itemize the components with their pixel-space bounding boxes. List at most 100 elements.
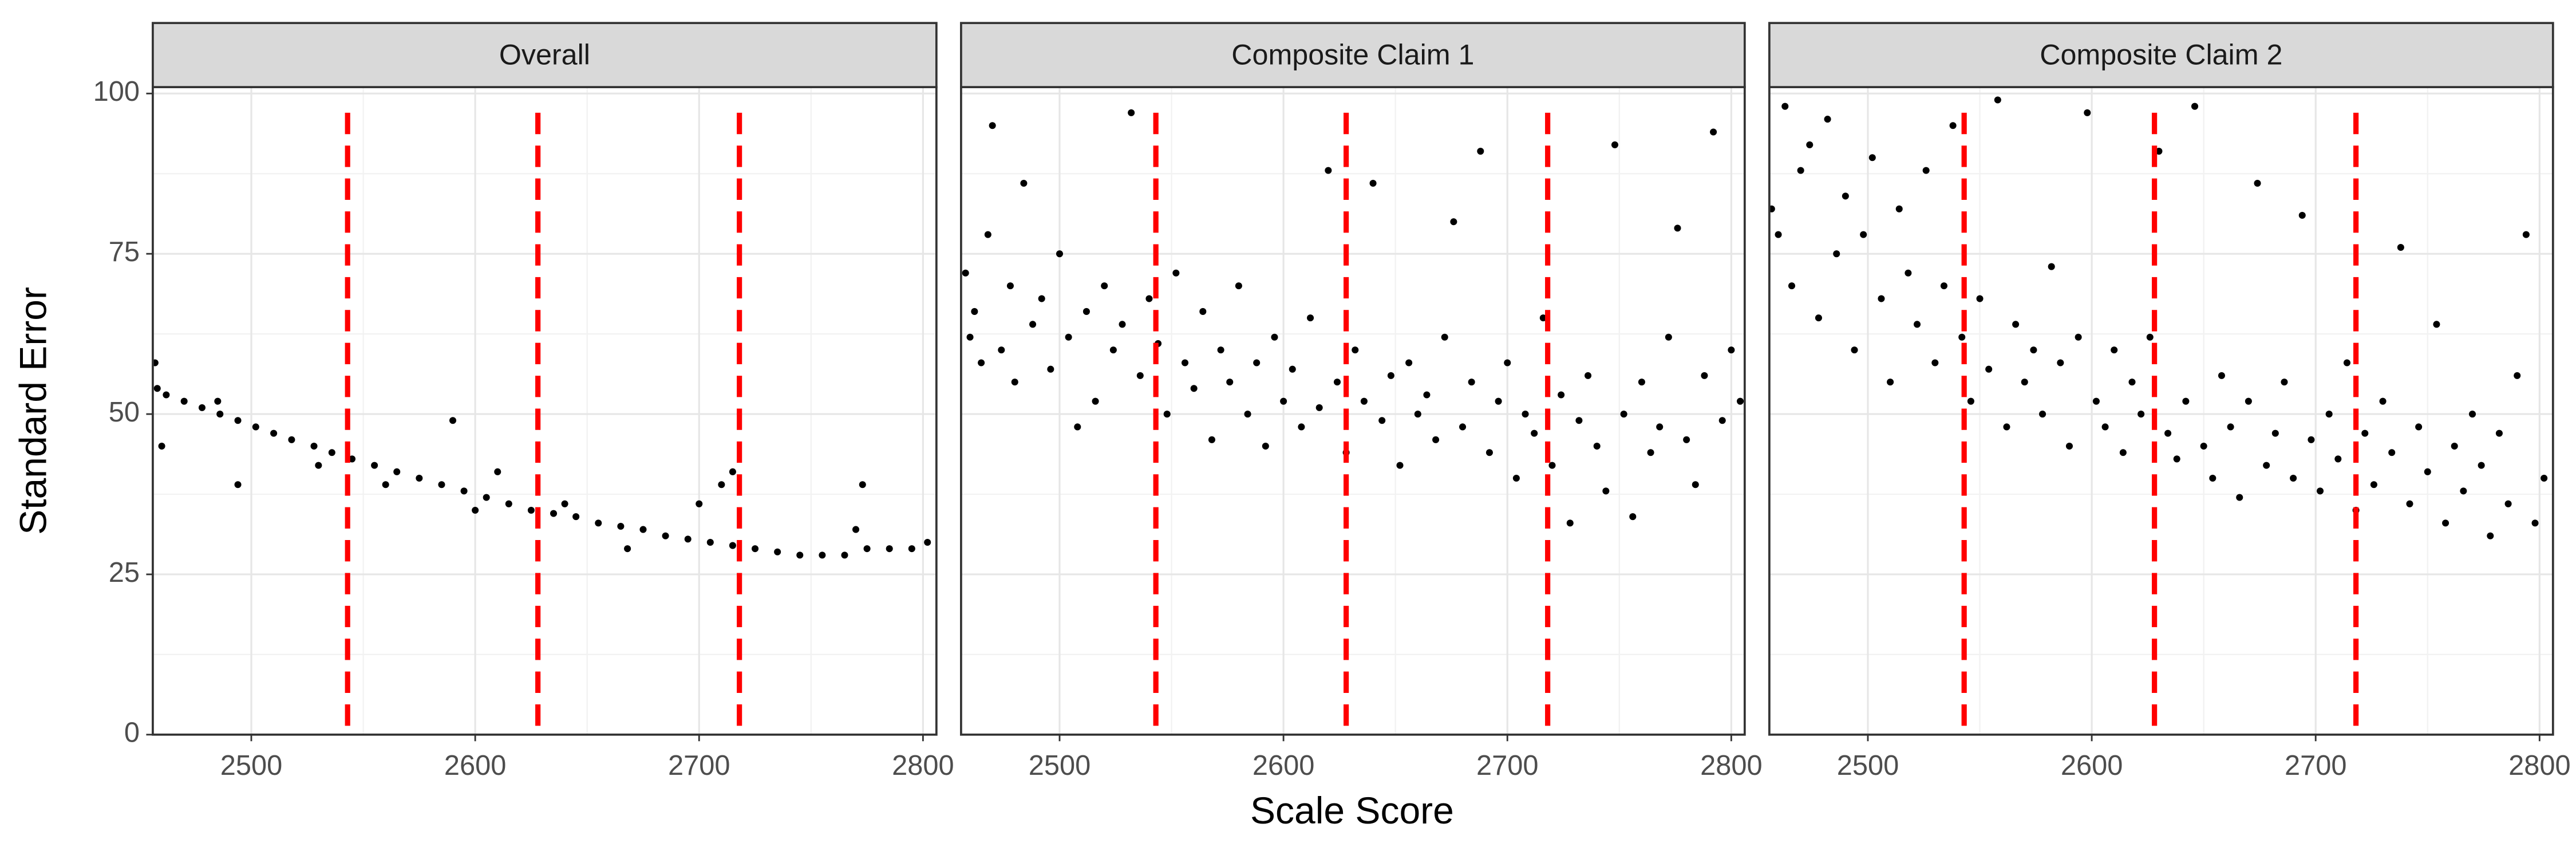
point	[1593, 443, 1601, 450]
point	[2343, 359, 2351, 367]
point	[2460, 487, 2467, 495]
point	[494, 468, 501, 475]
point	[1190, 385, 1198, 392]
point	[886, 545, 893, 553]
point	[1701, 372, 1708, 379]
point	[2451, 443, 2458, 450]
point	[2119, 449, 2127, 456]
point	[774, 548, 781, 555]
point	[2164, 430, 2172, 437]
point	[908, 545, 915, 553]
point	[416, 474, 423, 482]
x-tick-label: 2800	[1700, 750, 1763, 781]
point	[1769, 205, 1775, 212]
panel-background	[1769, 87, 2553, 735]
point	[1423, 391, 1431, 399]
points	[962, 109, 1744, 527]
point	[2468, 411, 2476, 418]
point	[1262, 443, 1269, 450]
point	[1289, 365, 1296, 373]
point	[1378, 417, 1386, 424]
point	[1020, 180, 1028, 187]
point	[2065, 443, 2073, 450]
point	[1851, 346, 1858, 354]
facet-title: Composite Claim 2	[2040, 38, 2282, 70]
point	[1566, 519, 1574, 527]
point	[2541, 474, 2548, 482]
point	[752, 545, 759, 553]
point	[2271, 430, 2279, 437]
point	[1710, 128, 1717, 136]
point	[684, 535, 692, 543]
point	[2227, 423, 2234, 431]
point	[393, 468, 401, 475]
x-tick-label: 2500	[1029, 750, 1091, 781]
point	[2514, 372, 2521, 379]
point	[1922, 167, 1930, 174]
point	[2263, 462, 2270, 469]
point	[2101, 423, 2109, 431]
point	[152, 359, 159, 367]
point	[2478, 462, 2485, 469]
x-tick-label: 2500	[1837, 750, 1899, 781]
strip	[960, 22, 1746, 88]
point	[796, 551, 804, 559]
point	[1512, 474, 1520, 482]
point	[1548, 462, 1556, 469]
point	[1280, 397, 1287, 405]
point	[1396, 462, 1404, 469]
point	[1905, 269, 1912, 277]
panel: 2500 2600 2700 2800 0 25 50 75 100 Overall	[93, 22, 954, 781]
y-axis-title: Standard Error	[12, 287, 54, 535]
point	[1887, 379, 1894, 386]
point	[1531, 430, 1538, 437]
point	[1307, 314, 1314, 322]
point	[561, 500, 568, 507]
point	[1842, 192, 1849, 200]
points	[152, 359, 931, 559]
point	[1620, 411, 1627, 418]
point	[1369, 180, 1377, 187]
point	[1235, 282, 1242, 290]
x-tick-label: 2800	[2508, 750, 2571, 781]
point	[2325, 411, 2333, 418]
point	[2048, 263, 2055, 270]
point	[527, 506, 535, 514]
point	[214, 397, 222, 405]
point	[1674, 224, 1681, 232]
point	[1949, 122, 1957, 129]
point	[2388, 449, 2396, 456]
point	[1797, 167, 1804, 174]
point	[1728, 346, 1735, 354]
point	[2039, 411, 2046, 418]
point	[460, 487, 468, 495]
point	[572, 513, 580, 521]
point	[966, 333, 974, 341]
x-tick-label: 2600	[2061, 750, 2123, 781]
point	[863, 545, 871, 553]
point	[1575, 417, 1583, 424]
point	[1895, 205, 1903, 212]
point	[1387, 372, 1394, 379]
point	[2308, 436, 2315, 443]
y-tick-label: 25	[109, 557, 140, 588]
point	[984, 231, 991, 238]
point	[1602, 487, 1610, 495]
point	[288, 436, 295, 443]
points	[1769, 96, 2548, 539]
point	[2406, 500, 2413, 507]
point	[449, 417, 457, 424]
panel: 2500 2600 2700 2800 Composite Claim 2	[1768, 22, 2571, 781]
x-tick-label: 2600	[1253, 750, 1315, 781]
point	[1006, 282, 1014, 290]
point	[595, 519, 602, 527]
point	[2003, 423, 2010, 431]
point	[1459, 423, 1467, 431]
point	[1199, 308, 1207, 315]
point	[729, 542, 736, 549]
point	[328, 449, 335, 456]
point	[1244, 411, 1251, 418]
point	[2218, 372, 2225, 379]
y-tick-label: 100	[93, 76, 140, 107]
point	[2415, 423, 2423, 431]
